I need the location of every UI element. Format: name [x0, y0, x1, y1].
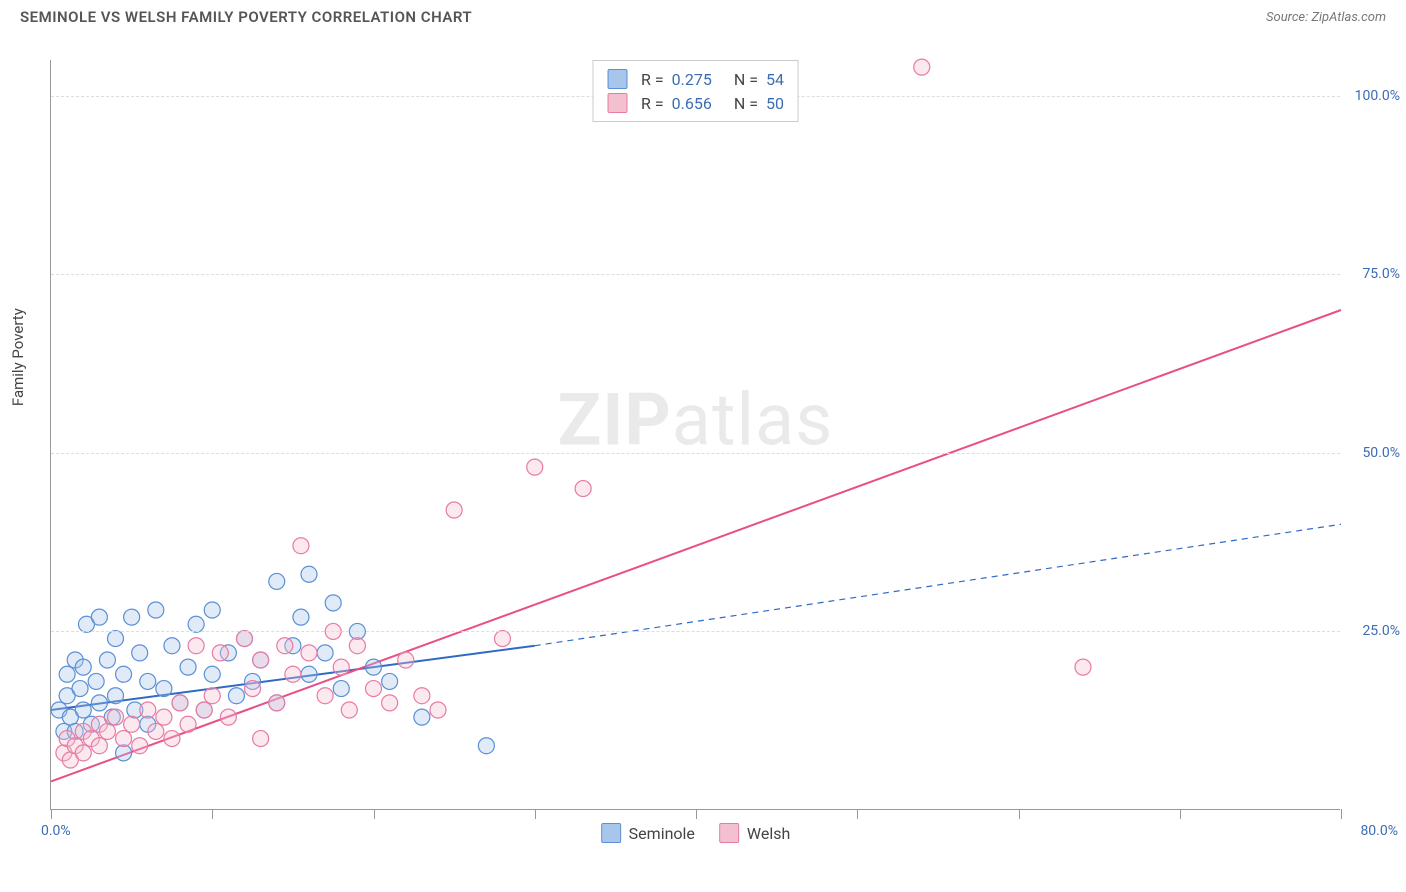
r-label: R =	[641, 94, 664, 113]
chart-plot-area: R = 0.275 N = 54 R = 0.656 N = 50 ZIPatl…	[50, 60, 1340, 810]
n-label: N =	[734, 94, 758, 113]
x-tick	[212, 809, 213, 819]
y-axis-title: Family Poverty	[9, 308, 27, 406]
gridline	[51, 631, 1340, 632]
x-axis-min-label: 0.0%	[41, 823, 71, 839]
legend-row-welsh: R = 0.656 N = 50	[607, 91, 784, 115]
n-label: N =	[734, 70, 758, 89]
x-tick	[696, 809, 697, 819]
y-tick-label: 75.0%	[1362, 266, 1400, 282]
y-tick-label: 100.0%	[1355, 88, 1400, 104]
seminole-swatch-icon	[601, 823, 621, 843]
gridline	[51, 274, 1340, 275]
correlation-legend: R = 0.275 N = 54 R = 0.656 N = 50	[592, 60, 799, 122]
y-tick-label: 50.0%	[1362, 445, 1400, 461]
seminole-n-value: 54	[766, 70, 784, 89]
x-tick	[1180, 809, 1181, 819]
x-tick	[1341, 809, 1342, 819]
seminole-r-value: 0.275	[672, 70, 712, 89]
legend-item-welsh: Welsh	[719, 823, 790, 843]
scatter-svg	[51, 60, 1340, 809]
welsh-n-value: 50	[766, 94, 784, 113]
legend-label-seminole: Seminole	[629, 824, 695, 843]
source-attribution: Source: ZipAtlas.com	[1266, 10, 1386, 25]
legend-item-seminole: Seminole	[601, 823, 695, 843]
source-name: ZipAtlas.com	[1311, 10, 1386, 25]
x-tick	[535, 809, 536, 819]
welsh-r-value: 0.656	[672, 94, 712, 113]
legend-row-seminole: R = 0.275 N = 54	[607, 67, 784, 91]
legend-label-welsh: Welsh	[747, 824, 790, 843]
gridline	[51, 453, 1340, 454]
welsh-swatch-icon	[719, 823, 739, 843]
x-tick	[374, 809, 375, 819]
chart-header: SEMINOLE VS WELSH FAMILY POVERTY CORRELA…	[0, 0, 1406, 30]
welsh-swatch-icon	[607, 93, 627, 113]
seminole-swatch-icon	[607, 69, 627, 89]
x-tick	[857, 809, 858, 819]
r-label: R =	[641, 70, 664, 89]
source-label: Source:	[1266, 10, 1311, 25]
series-legend: Seminole Welsh	[601, 823, 791, 843]
y-tick-label: 25.0%	[1362, 623, 1400, 639]
x-tick	[51, 809, 52, 819]
chart-title: SEMINOLE VS WELSH FAMILY POVERTY CORRELA…	[20, 8, 472, 26]
x-tick	[1019, 809, 1020, 819]
x-axis-max-label: 80.0%	[1360, 823, 1398, 839]
